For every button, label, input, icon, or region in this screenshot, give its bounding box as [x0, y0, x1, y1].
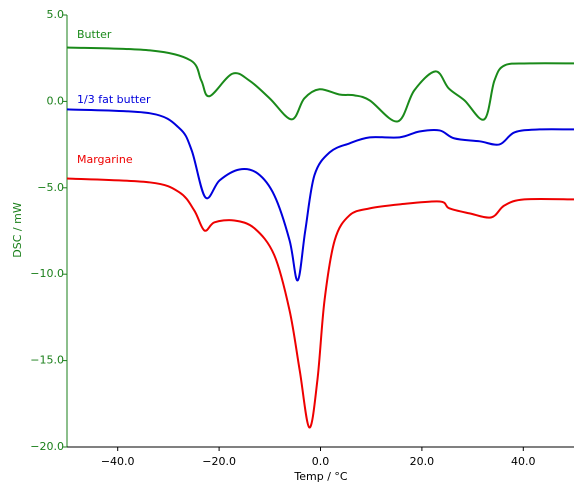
series-label: 1/3 fat butter [77, 93, 151, 106]
y-tick-label: −5.0 [37, 181, 64, 194]
y-tick-label: 5.0 [47, 8, 65, 21]
x-tick-label: −20.0 [202, 455, 236, 468]
y-axis-label: DSC / mW [11, 202, 24, 258]
series-label: Margarine [77, 153, 133, 166]
series-label: Butter [77, 28, 112, 41]
y-tick-label: 0.0 [47, 94, 65, 107]
y-tick-label: −15.0 [30, 354, 64, 367]
y-tick-label: −20.0 [30, 440, 64, 453]
x-tick-label: 40.0 [511, 455, 536, 468]
y-tick-label: −10.0 [30, 267, 64, 280]
x-tick-label: −40.0 [101, 455, 135, 468]
x-tick-label: 20.0 [410, 455, 435, 468]
x-tick-label: 0.0 [312, 455, 330, 468]
data-line [66, 46, 574, 123]
data-line [66, 177, 574, 429]
x-axis-label: Temp / °C [293, 470, 348, 483]
data-line [66, 108, 574, 282]
